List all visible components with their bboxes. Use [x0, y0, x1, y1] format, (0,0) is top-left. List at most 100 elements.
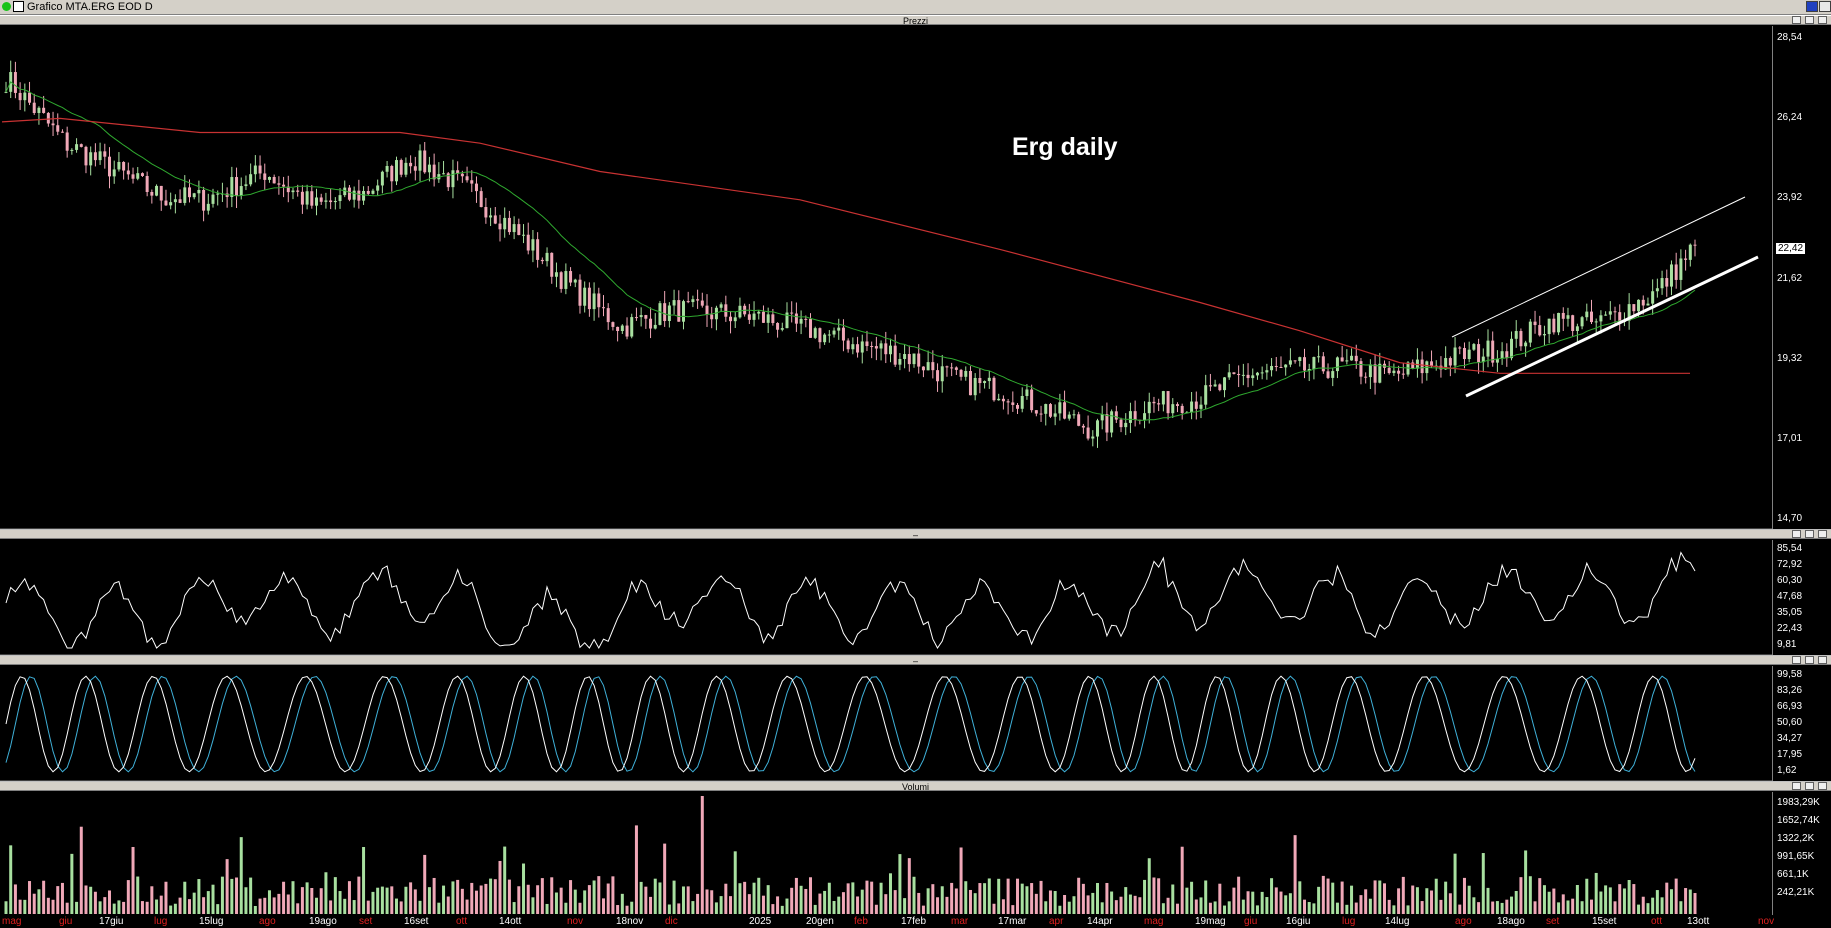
candle-body [536, 239, 540, 260]
candle-body [1618, 312, 1622, 322]
time-axis-label: set [1546, 916, 1560, 927]
panel-minimize-button[interactable] [1792, 530, 1801, 538]
volume-bar [686, 886, 690, 914]
volume-bar [912, 876, 916, 914]
volume-bar [893, 890, 897, 914]
candle-body [1354, 355, 1358, 362]
volume-bar [258, 898, 262, 914]
volume-bar [1481, 853, 1485, 914]
panel-maximize-button[interactable] [1805, 782, 1814, 790]
volume-bar [456, 879, 460, 914]
candle-body [75, 144, 79, 150]
candle-body [1317, 356, 1321, 358]
candle-body [1561, 312, 1565, 319]
candle-body [1500, 351, 1504, 359]
candle-body [1190, 401, 1194, 413]
candle-body [992, 377, 996, 401]
volume-bar [1491, 901, 1495, 914]
volume-bar [522, 863, 526, 914]
volume-bar [634, 825, 638, 914]
candle-body [1627, 304, 1631, 321]
volume-bar [536, 885, 540, 914]
candle-body [837, 327, 841, 331]
time-axis-label: 15set [1592, 916, 1617, 927]
close-box-icon[interactable] [13, 1, 24, 12]
panel-close-button[interactable] [1818, 16, 1827, 24]
volume-bar [1260, 891, 1264, 914]
volume-bar [733, 851, 737, 914]
volume-bar [1025, 886, 1029, 914]
candle-body [253, 165, 257, 175]
volume-bar [1016, 878, 1020, 914]
candle-body [1632, 304, 1636, 312]
candle-body [1265, 370, 1269, 373]
volume-bar [1434, 878, 1438, 914]
candle-body [1312, 357, 1316, 369]
candle-body [738, 305, 742, 318]
candle-body [84, 146, 88, 166]
yaxis-tick-label: 83,26 [1777, 685, 1803, 696]
panel-close-button[interactable] [1818, 656, 1827, 664]
panel-maximize-button[interactable] [1805, 530, 1814, 538]
volume-bar [1331, 882, 1335, 914]
candle-body [1001, 398, 1005, 402]
candle-body [936, 370, 940, 382]
restore-button[interactable] [1806, 1, 1818, 12]
volume-bar [1411, 885, 1415, 914]
yaxis-tick-label: 26,24 [1777, 112, 1803, 124]
panel-maximize-button[interactable] [1805, 656, 1814, 664]
candle-body [1124, 422, 1128, 428]
candle-body [964, 370, 968, 377]
volume-bar [1185, 887, 1189, 914]
time-axis-label: 17feb [901, 916, 927, 927]
yaxis-tick-label: 991,65K [1777, 851, 1815, 862]
volume-bar [216, 904, 220, 914]
volume-bar [747, 894, 751, 914]
volume-bar [1265, 897, 1269, 914]
candle-body [1218, 384, 1222, 391]
candle-body [602, 307, 606, 309]
volume-bar [1354, 902, 1358, 914]
volume-bar [404, 886, 408, 914]
volume-bar [159, 895, 163, 914]
panel-minimize-button[interactable] [1792, 656, 1801, 664]
candle-body [1679, 258, 1683, 280]
candle-body [1608, 311, 1612, 315]
volume-bar [616, 905, 620, 914]
volume-bar [583, 890, 587, 914]
time-axis-label: feb [854, 916, 868, 927]
candle-body [442, 173, 446, 175]
panel-minimize-button[interactable] [1792, 782, 1801, 790]
window-titlebar: Grafico MTA.ERG EOD D [0, 0, 1831, 15]
volume-bar [851, 882, 855, 914]
candle-body [1133, 411, 1137, 420]
volume-bar [286, 894, 290, 914]
candle-body [362, 190, 366, 201]
candle-body [225, 193, 229, 197]
candle-body [1157, 403, 1161, 405]
candle-body [1161, 391, 1165, 405]
volume-bar [1641, 896, 1645, 914]
volume-bar [1688, 889, 1692, 914]
candle-body [874, 346, 878, 349]
panel-maximize-button[interactable] [1805, 16, 1814, 24]
volume-bar [719, 896, 723, 914]
candle-body [729, 316, 733, 322]
yaxis-tick-label: 1,62 [1777, 765, 1797, 776]
panel-close-button[interactable] [1818, 782, 1827, 790]
volume-bar [540, 878, 544, 914]
volume-bar [809, 877, 813, 914]
candle-body [418, 150, 422, 171]
candle-body [1030, 389, 1034, 411]
panel-minimize-button[interactable] [1792, 16, 1801, 24]
volume-bar [1632, 884, 1636, 914]
volume-bar [1660, 897, 1664, 914]
candle-body [202, 189, 206, 211]
volume-bar [1368, 898, 1372, 914]
candle-body [159, 185, 163, 201]
candle-body [1359, 361, 1363, 377]
candle-body [89, 152, 93, 166]
candle-body [597, 293, 601, 308]
panel-close-button[interactable] [1818, 530, 1827, 538]
